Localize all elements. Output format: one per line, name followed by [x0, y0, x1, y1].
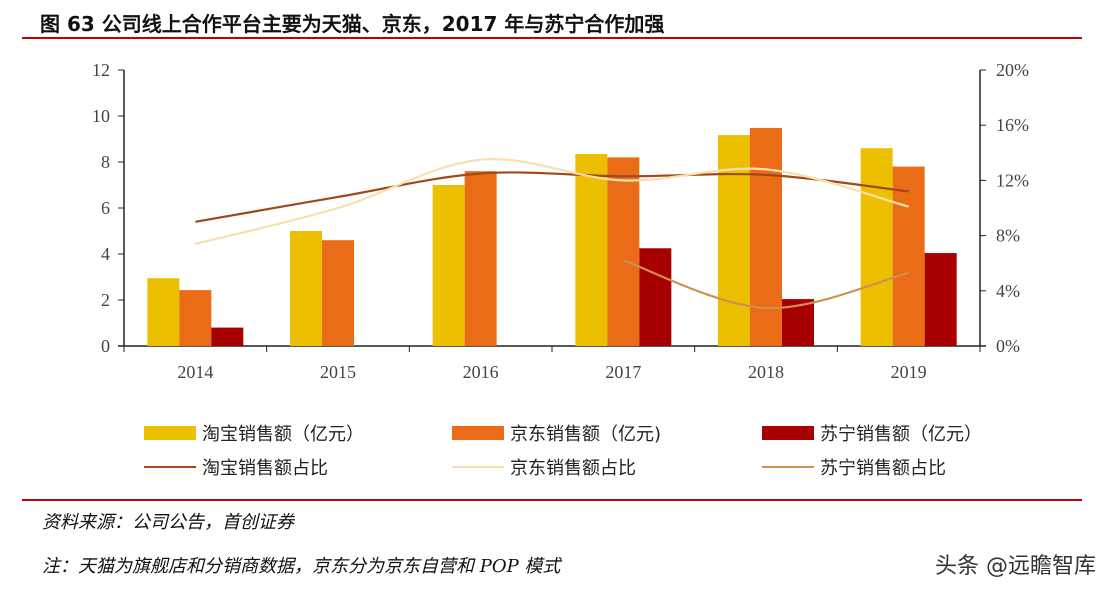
right-tick-label: 12%: [996, 170, 1029, 190]
legend-label: 淘宝销售额占比: [202, 458, 328, 479]
left-tick-label: 0: [101, 336, 110, 356]
title-rule: [22, 37, 1082, 39]
line-suning-share: [622, 259, 909, 310]
legend-label: 苏宁销售额占比: [820, 458, 946, 479]
left-tick-label: 2: [101, 290, 110, 310]
x-tick-label: 2015: [320, 362, 356, 382]
figure-title: 图 63 公司线上合作平台主要为天猫、京东，2017 年与苏宁合作加强: [40, 12, 665, 36]
note-text: 注：天猫为旗舰店和分销商数据，京东分为京东自营和 POP 模式: [42, 556, 561, 577]
legend-item: 淘宝销售额（亿元）: [144, 420, 364, 446]
bar-jd-2014: [179, 290, 212, 346]
bar-jd-2018: [750, 127, 782, 347]
bar-taobao-2014: [147, 278, 180, 346]
left-tick-label: 6: [101, 198, 110, 218]
bar-taobao-2017: [575, 153, 608, 346]
right-tick-label: 0%: [996, 336, 1020, 356]
bar-suning-2014: [211, 327, 244, 346]
legend-label: 京东销售额占比: [510, 458, 636, 479]
bar-jd-2017: [607, 157, 640, 346]
legend-swatch: [762, 426, 814, 440]
line-taobao-share: [195, 171, 909, 223]
left-tick-label: 10: [92, 106, 110, 126]
watermark: 头条 @远瞻智库: [935, 554, 1096, 579]
x-tick-label: 2014: [177, 362, 213, 382]
legend-swatch: [452, 466, 504, 468]
legend-item: 京东销售额（亿元): [452, 420, 661, 446]
bar-jd-2015: [322, 240, 354, 346]
bar-taobao-2019: [860, 148, 893, 346]
x-tick-label: 2019: [891, 362, 927, 382]
legend-label: 淘宝销售额（亿元）: [202, 424, 364, 445]
x-tick-label: 2018: [748, 362, 784, 382]
bar-taobao-2018: [718, 135, 750, 346]
footer-rule: [22, 499, 1082, 501]
left-tick-label: 8: [101, 152, 110, 172]
bar-suning-2017: [639, 248, 672, 346]
chart: 0 2 4 6 8 10 12 0% 4% 8% 12% 16% 20% 2014 2015 2016 2017…: [92, 60, 1029, 382]
bar-jd-2016: [464, 171, 497, 346]
legend-item: 京东销售额占比: [452, 454, 636, 480]
right-tick-label: 8%: [996, 226, 1020, 246]
left-tick-label: 4: [101, 244, 110, 264]
legend-item: 苏宁销售额（亿元）: [762, 420, 982, 446]
right-tick-label: 4%: [996, 281, 1020, 301]
bar-jd-2019: [892, 166, 925, 346]
x-tick-label: 2017: [605, 362, 641, 382]
right-tick-label: 20%: [996, 60, 1029, 80]
bar-suning-2019: [924, 253, 957, 346]
legend-item: 淘宝销售额占比: [144, 454, 328, 480]
legend-label: 京东销售额（亿元): [510, 424, 662, 445]
left-tick-label: 12: [92, 60, 110, 80]
source-text: 资料来源：公司公告，首创证券: [42, 512, 294, 533]
line-jd-share: [195, 158, 909, 245]
legend-swatch: [452, 426, 504, 440]
legend-swatch: [144, 466, 196, 468]
legend-label: 苏宁销售额（亿元）: [820, 424, 982, 445]
legend-swatch: [144, 426, 196, 440]
legend-item: 苏宁销售额占比: [762, 454, 946, 480]
right-tick-label: 16%: [996, 115, 1029, 135]
bar-taobao-2016: [432, 185, 465, 346]
legend-swatch: [762, 466, 814, 468]
x-tick-label: 2016: [463, 362, 499, 382]
bar-taobao-2015: [290, 231, 322, 346]
